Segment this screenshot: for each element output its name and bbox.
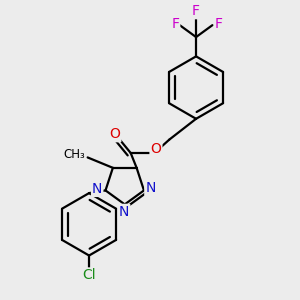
- Text: F: F: [215, 17, 223, 31]
- Text: N: N: [145, 181, 156, 195]
- Text: O: O: [151, 142, 161, 155]
- Text: F: F: [171, 17, 179, 31]
- Text: CH₃: CH₃: [64, 148, 85, 161]
- Text: N: N: [92, 182, 102, 196]
- Text: N: N: [119, 205, 129, 219]
- Text: F: F: [192, 4, 200, 18]
- Text: O: O: [110, 127, 120, 141]
- Text: Cl: Cl: [82, 268, 96, 282]
